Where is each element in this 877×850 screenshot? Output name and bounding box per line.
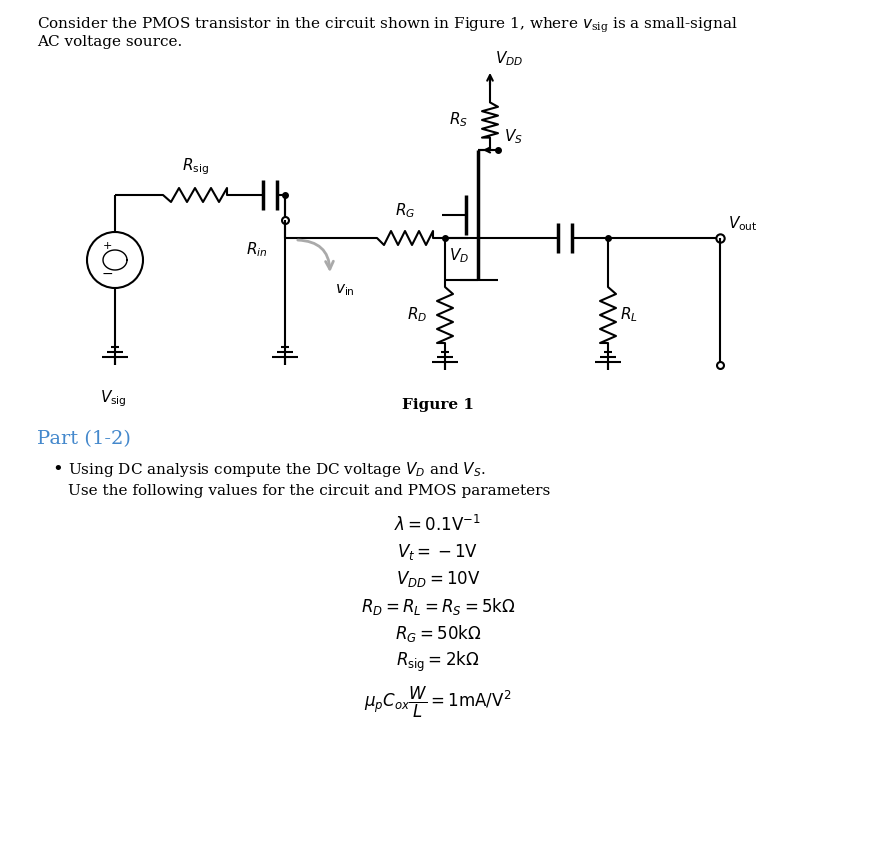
Text: AC voltage source.: AC voltage source. [37, 35, 182, 49]
Text: $R_L$: $R_L$ [620, 306, 638, 325]
Text: Figure 1: Figure 1 [402, 398, 474, 412]
Text: Use the following values for the circuit and PMOS parameters: Use the following values for the circuit… [68, 484, 550, 498]
Text: $R_G$: $R_G$ [395, 201, 415, 220]
Text: $R_D = R_L = R_S = 5\mathrm{k}\Omega$: $R_D = R_L = R_S = 5\mathrm{k}\Omega$ [360, 596, 516, 617]
Text: Part (1-2): Part (1-2) [37, 430, 131, 448]
Text: $V_t = -1\mathrm{V}$: $V_t = -1\mathrm{V}$ [397, 542, 479, 562]
Text: $V_S$: $V_S$ [504, 128, 523, 146]
Text: $\mu_p C_{ox}\dfrac{W}{L} = 1\mathrm{mA/V}^2$: $\mu_p C_{ox}\dfrac{W}{L} = 1\mathrm{mA/… [364, 685, 511, 720]
Text: $V_\mathregular{sig}$: $V_\mathregular{sig}$ [100, 388, 126, 409]
Text: $R_\mathrm{sig} = 2\mathrm{k}\Omega$: $R_\mathrm{sig} = 2\mathrm{k}\Omega$ [396, 650, 480, 674]
Text: −: − [101, 267, 113, 281]
Text: $V_{DD} = 10\mathrm{V}$: $V_{DD} = 10\mathrm{V}$ [396, 569, 481, 589]
Text: +: + [103, 241, 111, 251]
Text: Consider the PMOS transistor in the circuit shown in Figure 1, where $v_\mathreg: Consider the PMOS transistor in the circ… [37, 15, 738, 35]
Text: $R_G = 50\mathrm{k}\Omega$: $R_G = 50\mathrm{k}\Omega$ [395, 623, 481, 644]
Text: $V_{DD}$: $V_{DD}$ [495, 49, 524, 68]
Text: $R_\mathregular{sig}$: $R_\mathregular{sig}$ [182, 156, 209, 177]
Text: $R_{in}$: $R_{in}$ [246, 240, 267, 258]
Text: $R_S$: $R_S$ [449, 110, 468, 129]
Text: $V_\mathregular{out}$: $V_\mathregular{out}$ [728, 214, 758, 233]
Text: $\lambda = 0.1\mathrm{V}^{-1}$: $\lambda = 0.1\mathrm{V}^{-1}$ [395, 515, 481, 536]
Text: •: • [52, 460, 63, 478]
Text: $v_\mathregular{in}$: $v_\mathregular{in}$ [335, 282, 355, 297]
Text: $R_D$: $R_D$ [407, 306, 427, 325]
Text: $V_D$: $V_D$ [449, 246, 469, 264]
Text: Using DC analysis compute the DC voltage $V_D$ and $V_S$.: Using DC analysis compute the DC voltage… [68, 460, 486, 479]
